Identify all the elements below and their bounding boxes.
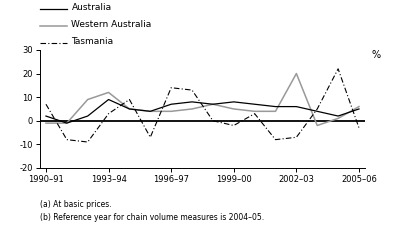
Text: Western Australia: Western Australia: [71, 20, 152, 30]
Text: %: %: [372, 50, 381, 60]
Text: (b) Reference year for chain volume measures is 2004–05.: (b) Reference year for chain volume meas…: [40, 213, 264, 222]
Text: (a) At basic prices.: (a) At basic prices.: [40, 200, 111, 209]
Text: Tasmania: Tasmania: [71, 37, 114, 47]
Text: Australia: Australia: [71, 3, 112, 12]
